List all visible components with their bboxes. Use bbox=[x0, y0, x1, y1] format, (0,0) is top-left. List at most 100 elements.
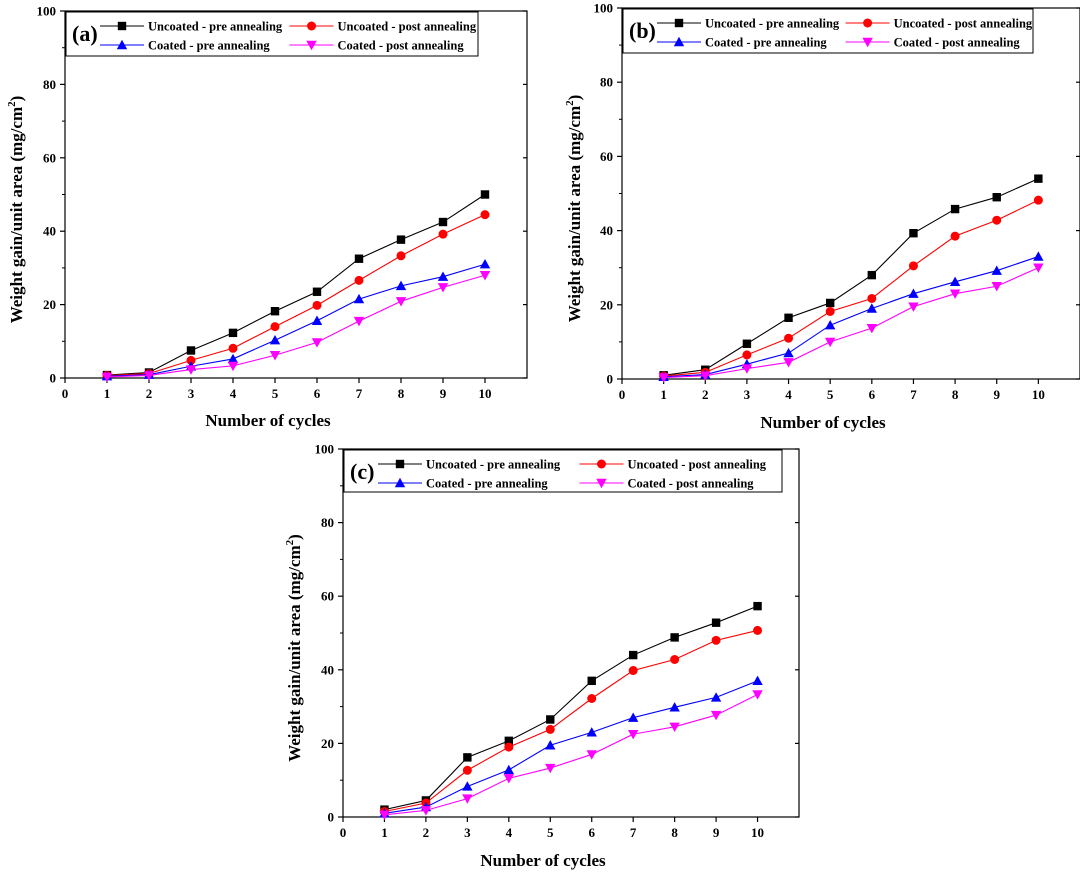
data-point bbox=[269, 334, 281, 345]
legend-marker bbox=[596, 459, 606, 469]
legend-label: Coated - post annealing bbox=[894, 36, 1021, 50]
series-line bbox=[106, 263, 486, 377]
data-point bbox=[670, 633, 679, 642]
data-point bbox=[545, 724, 555, 734]
x-tick-label: 7 bbox=[910, 387, 917, 402]
data-point bbox=[866, 303, 878, 313]
legend-marker bbox=[116, 39, 128, 50]
legend-label: Coated - post annealing bbox=[627, 477, 754, 491]
data-point bbox=[710, 692, 722, 702]
series-line bbox=[663, 199, 1039, 377]
data-point bbox=[950, 204, 960, 214]
legend-marker bbox=[307, 21, 317, 31]
data-point bbox=[991, 265, 1002, 275]
series-line bbox=[663, 178, 1039, 376]
legend-marker bbox=[674, 18, 684, 28]
data-point bbox=[950, 231, 960, 241]
x-tick-label: 5 bbox=[827, 387, 834, 402]
series-line bbox=[106, 274, 486, 378]
x-tick-label: 10 bbox=[1032, 387, 1045, 402]
data-point bbox=[628, 650, 638, 660]
y-axis-title-main: Weight gain/unit area (mg/cm bbox=[565, 106, 584, 322]
data-point bbox=[395, 280, 407, 291]
x-tick-label: 4 bbox=[230, 386, 237, 401]
y-tick-label: 60 bbox=[321, 589, 334, 604]
y-axis-title: Weight gain/unit area (mg/cm2) bbox=[564, 95, 584, 323]
y-tick-label: 80 bbox=[43, 77, 56, 92]
data-point bbox=[1034, 174, 1043, 183]
data-point bbox=[354, 275, 364, 285]
data-point bbox=[586, 750, 597, 760]
x-tick-label: 8 bbox=[398, 386, 405, 401]
data-point bbox=[949, 276, 961, 286]
series-line bbox=[384, 629, 758, 813]
data-point bbox=[353, 293, 365, 304]
x-tick-label: 0 bbox=[340, 825, 347, 840]
data-point bbox=[1033, 251, 1044, 261]
y-axis-title-main: Weight gain/unit area (mg/cm bbox=[7, 107, 26, 323]
x-tick-label: 8 bbox=[952, 387, 959, 402]
data-point bbox=[628, 666, 638, 676]
legend-marker bbox=[673, 36, 685, 47]
legend-marker bbox=[862, 37, 873, 48]
data-point bbox=[311, 338, 323, 348]
data-point bbox=[753, 601, 762, 611]
data-point bbox=[784, 313, 793, 322]
y-tick-label: 0 bbox=[607, 372, 614, 387]
y-axis-title-sup: 2 bbox=[6, 101, 18, 107]
data-point bbox=[908, 302, 919, 312]
x-tick-label: 9 bbox=[713, 825, 720, 840]
x-tick-label: 10 bbox=[751, 825, 764, 840]
data-point bbox=[396, 235, 406, 244]
data-point bbox=[353, 316, 365, 327]
x-axis-title: Number of cycles bbox=[760, 413, 886, 432]
x-tick-label: 1 bbox=[104, 386, 111, 401]
data-point bbox=[463, 753, 472, 762]
data-point bbox=[503, 774, 515, 784]
y-tick-label: 40 bbox=[43, 224, 56, 239]
x-tick-label: 6 bbox=[314, 386, 321, 401]
legend-label: Uncoated - post annealing bbox=[894, 17, 1033, 31]
y-axis-title-sup: 2 bbox=[564, 100, 576, 106]
panel-label: (a) bbox=[72, 21, 98, 46]
data-point bbox=[437, 283, 449, 293]
x-tick-label: 4 bbox=[785, 387, 792, 402]
legend-box bbox=[622, 8, 1034, 54]
x-tick-label: 7 bbox=[356, 386, 363, 401]
data-point bbox=[711, 635, 721, 645]
chart-panel-1: 0 20 40 60 80 100 0 1 2 3 4 5 6 7 8 9 10 Number of cycles… bbox=[6, 4, 528, 430]
legend-label: Uncoated - pre annealing bbox=[705, 17, 840, 31]
data-point bbox=[462, 781, 473, 791]
series-line bbox=[384, 605, 758, 811]
data-point bbox=[379, 810, 390, 820]
y-tick-label: 80 bbox=[321, 515, 334, 530]
x-tick-label: 3 bbox=[744, 387, 751, 402]
legend-label: Uncoated - post annealing bbox=[627, 458, 766, 472]
data-point bbox=[752, 675, 763, 686]
data-point bbox=[866, 323, 878, 334]
data-point bbox=[143, 371, 155, 381]
y-tick-label: 20 bbox=[43, 297, 56, 312]
y-tick-label: 100 bbox=[594, 1, 614, 16]
data-point bbox=[186, 355, 196, 365]
x-tick-label: 8 bbox=[671, 825, 678, 840]
y-tick-label: 40 bbox=[600, 223, 613, 238]
data-point bbox=[825, 298, 835, 308]
data-point bbox=[711, 618, 721, 627]
x-tick-label: 2 bbox=[423, 825, 430, 840]
x-tick-label: 2 bbox=[702, 387, 709, 402]
series-line bbox=[663, 267, 1039, 379]
y-axis-title-close: ) bbox=[565, 95, 584, 101]
data-point bbox=[462, 794, 473, 804]
data-point bbox=[908, 288, 919, 298]
plot-frame bbox=[621, 7, 1080, 380]
data-point bbox=[742, 339, 752, 348]
legend-marker bbox=[306, 40, 317, 51]
data-point bbox=[658, 373, 669, 383]
data-point bbox=[824, 320, 836, 330]
panel-label: (c) bbox=[350, 459, 374, 484]
data-point bbox=[480, 210, 490, 220]
y-axis-title-sup: 2 bbox=[284, 539, 296, 545]
panel-label: (b) bbox=[629, 18, 656, 43]
data-point bbox=[546, 715, 555, 724]
